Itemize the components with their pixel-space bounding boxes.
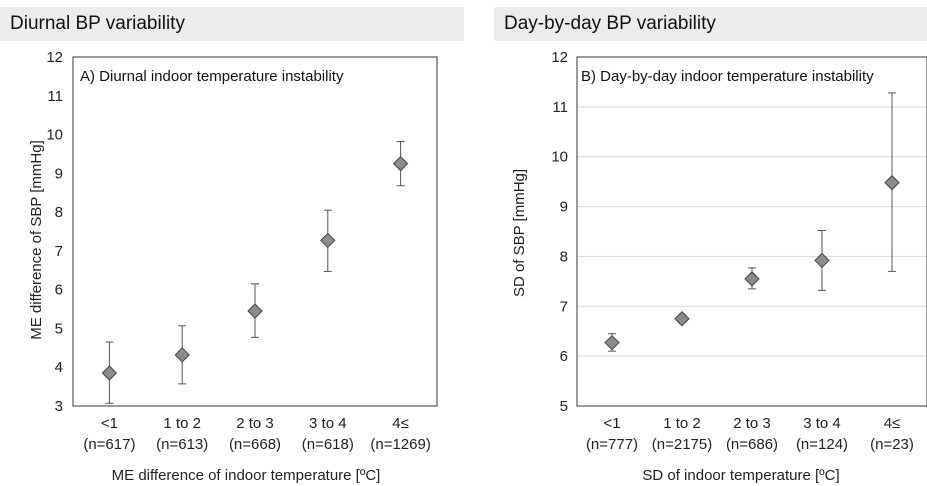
chart-b-x-tick-label: 3 to 4 [803,415,841,432]
chart-a-point-marker [392,155,409,172]
chart-a-y-tick-label: 3 [55,398,63,415]
chart-a-y-tick-label: 12 [46,49,63,66]
chart-a-n-label: (n=1269) [370,436,430,453]
chart-a-y-tick-label: 9 [55,165,63,182]
chart-a-n-label: (n=668) [229,436,281,453]
chart-a-n-label: (n=613) [156,436,208,453]
chart-b-x-tick-label: 2 to 3 [733,415,771,432]
chart-a-x-tick-label: <1 [101,415,118,432]
chart-a-x-tick-label: 1 to 2 [163,415,201,432]
chart-a-y-tick-label: 8 [55,204,63,221]
chart-a-y-tick-label: 5 [55,320,63,337]
chart-b-n-label: (n=777) [586,436,638,453]
chart-a-y-tick-label: 4 [55,359,63,376]
chart-b-plot-frame [576,56,927,407]
chart-b-x-tick-label: 4≤ [884,415,901,432]
chart-b-point-marker [604,334,620,351]
right-panel-header: Day-by-day BP variability [494,7,927,41]
chart-b-y-tick-label: 5 [560,398,568,415]
chart-a-y-tick-label: 6 [55,282,63,299]
chart-b-point-marker [674,311,690,327]
left-panel-header: Diurnal BP variability [0,7,464,41]
chart-b-y-tick-label: 9 [560,199,568,216]
chart-a-point-marker [101,365,118,381]
chart-b-y-axis-label: SD of SBP [mmHg] [511,169,528,297]
chart-a-y-tick-label: 10 [46,127,63,144]
chart-b-point-marker [884,174,900,191]
chart-b-y-tick-label: 11 [552,99,568,116]
chart-a-n-label: (n=617) [83,436,135,453]
chart-b-title: B) Day-by-day indoor temperature instabi… [581,68,874,85]
chart-a-plot-frame [72,56,438,407]
chart-b-y-tick-label: 10 [551,149,568,166]
chart-a-point-marker [320,232,336,249]
chart-b-y-tick-label: 7 [560,298,568,315]
chart-b-n-label: (n=686) [726,436,778,453]
chart-b-x-tick-label: 1 to 2 [663,415,701,432]
chart-b-plot: 5 6 7 8 9 10 11 12 <1 (n=777) 1 to 2 (n=2175) 2 to 3… [551,49,927,453]
chart-a-y-tick-label: 11 [47,88,63,105]
chart-a-point-marker [247,303,263,319]
chart-b-y-tick-label: 12 [551,49,568,66]
chart-b-point-marker [744,271,760,287]
chart-a-n-label: (n=618) [302,436,354,453]
chart-b-n-label: (n=124) [796,436,848,453]
chart-b-y-tick-label: 6 [560,348,568,365]
chart-a-title: A) Diurnal indoor temperature instabilit… [80,68,344,85]
chart-a-x-tick-label: 3 to 4 [309,415,347,432]
chart-a-x-tick-label: 2 to 3 [236,415,274,432]
chart-a-point-marker [174,347,190,363]
chart-b-n-label: (n=2175) [652,436,712,453]
chart-b-x-axis-label: SD of indoor temperature [ºC] [642,467,839,484]
chart-a-plot: 3 4 5 6 7 8 9 10 11 12 <1 (n=617) 1 to 2 (n=613) 2 to … [46,49,438,453]
chart-b-n-label: (n=23) [870,436,914,453]
chart-a-y-axis-label: ME difference of SBP [mmHg] [28,140,45,340]
chart-b-x-tick-label: <1 [603,415,620,432]
chart-a-x-axis-label: ME difference of indoor temperature [ºC] [112,467,381,484]
chart-a-y-tick-label: 7 [55,243,63,260]
chart-a-x-tick-label: 4≤ [392,415,409,432]
chart-b-y-tick-label: 8 [560,248,568,265]
chart-b-point-marker [814,252,830,269]
